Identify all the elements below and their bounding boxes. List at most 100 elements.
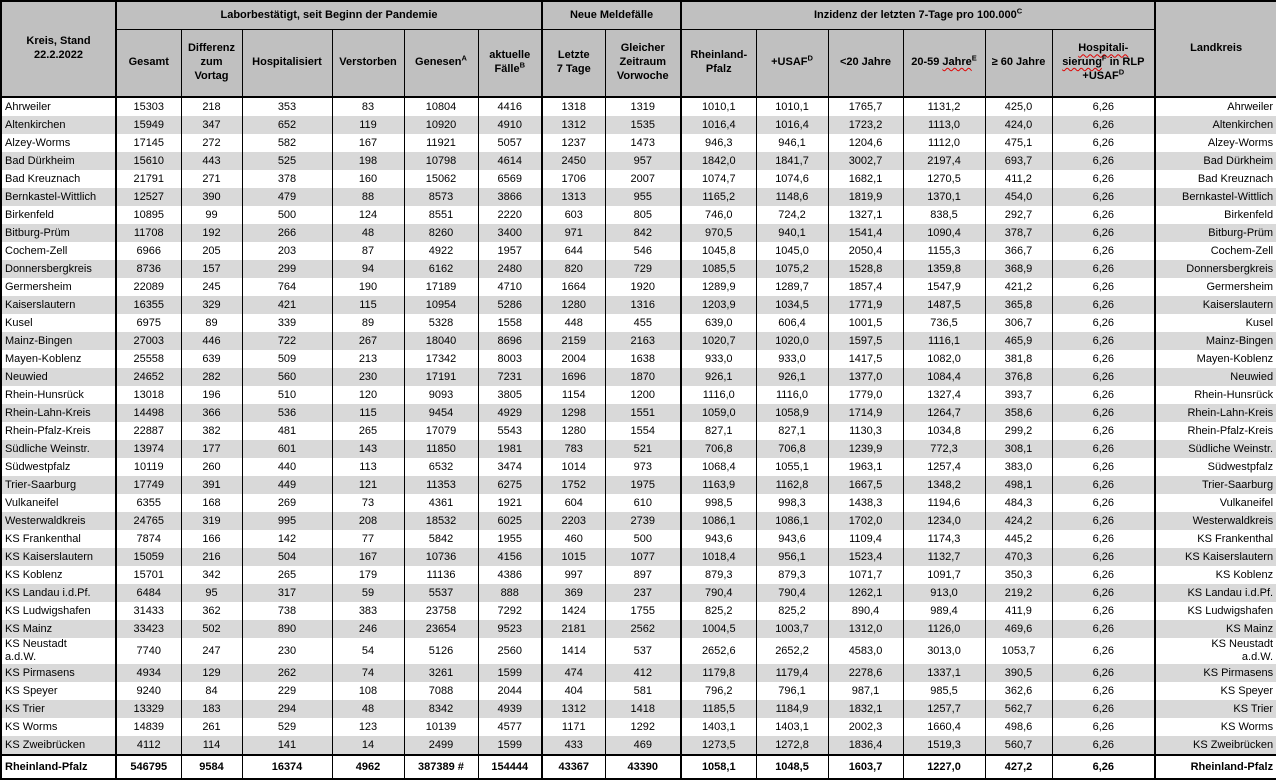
cell-aktuelle: 2560: [477, 638, 543, 664]
cell-genesen: 11353: [403, 476, 479, 494]
cell-letzte7: 1424: [541, 602, 606, 620]
col-header-genesen: GenesenA: [403, 29, 479, 98]
cell-hosp_inz: 6,26: [1051, 584, 1157, 602]
cell-letzte7: 448: [541, 314, 606, 332]
cell-vorwoche: 1473: [604, 134, 683, 152]
cell-vorwoche: 1554: [604, 422, 683, 440]
cell-gesamt: 9240: [115, 682, 182, 700]
cell-hospitalisiert: 16374: [241, 754, 333, 779]
cell-gesamt: 16355: [115, 296, 182, 314]
cell-inz_usaf: 1086,1: [755, 512, 829, 530]
col-header-verstorben: Verstorben: [331, 29, 405, 98]
col-header-inz_usaf: +USAFD: [755, 29, 829, 98]
cell-aktuelle: 6025: [477, 512, 543, 530]
col-header-kreis-stand: Kreis, Stand 22.2.2022: [0, 0, 117, 98]
cell-landkreis: Rheinland-Pfalz: [1154, 754, 1276, 779]
cell-hosp_inz: 6,26: [1051, 682, 1157, 700]
cell-hospitalisiert: 266: [241, 224, 333, 242]
cell-letzte7: 1280: [541, 422, 606, 440]
col-header-inz_rlp: Rheinland- Pfalz: [680, 29, 757, 98]
cell-diff: 260: [180, 458, 243, 476]
cell-letzte7: 1014: [541, 458, 606, 476]
cell-inz_2059: 1234,0: [902, 512, 986, 530]
cell-genesen: 10920: [403, 116, 479, 134]
cell-diff: 329: [180, 296, 243, 314]
cell-inz_usaf: 724,2: [755, 206, 829, 224]
cell-gesamt: 6966: [115, 242, 182, 260]
cell-verstorben: 208: [331, 512, 405, 530]
cell-verstorben: 74: [331, 664, 405, 682]
cell-inz_u20: 1262,1: [827, 584, 904, 602]
cell-inz_rlp: 933,0: [680, 350, 757, 368]
cell-inz_u20: 1667,5: [827, 476, 904, 494]
table-row: KS Landau i.d.Pf. 6484 95 317 59 5537 888 369 23…: [0, 584, 1276, 602]
cell-inz_2059: 838,5: [902, 206, 986, 224]
cell-vorwoche: 1200: [604, 386, 683, 404]
cell-gesamt: 7740: [115, 638, 182, 664]
cell-inz_u20: 1771,9: [827, 296, 904, 314]
cell-hosp_inz: 6,26: [1051, 566, 1157, 584]
table-row: KS Neustadt a.d.W. 7740 247 230 54 5126 2560 14…: [0, 638, 1276, 664]
cell-gesamt: 546795: [115, 754, 182, 779]
cell-inz_2059: 1116,1: [902, 332, 986, 350]
cell-inz_rlp: 825,2: [680, 602, 757, 620]
cell-inz_60: 306,7: [984, 314, 1053, 332]
cell-landkreis: Bitburg-Prüm: [1154, 224, 1276, 242]
cell-inz_60: 381,8: [984, 350, 1053, 368]
cell-landkreis: KS Koblenz: [1154, 566, 1276, 584]
cell-inz_2059: 1112,0: [902, 134, 986, 152]
cell-letzte7: 2203: [541, 512, 606, 530]
table-row: Mayen-Koblenz 25558 639 509 213 17342 8003 2004…: [0, 350, 1276, 368]
cell-landkreis: KS Worms: [1154, 718, 1276, 736]
cell-landkreis: Trier-Saarburg: [1154, 476, 1276, 494]
cell-genesen: 11850: [403, 440, 479, 458]
cell-landkreis: Cochem-Zell: [1154, 242, 1276, 260]
cell-inz_2059: 1082,0: [902, 350, 986, 368]
cell-kreis: Bad Kreuznach: [0, 170, 117, 188]
cell-inz_rlp: 790,4: [680, 584, 757, 602]
cell-gesamt: 10895: [115, 206, 182, 224]
cell-letzte7: 1752: [541, 476, 606, 494]
cell-landkreis: KS Neustadt a.d.W.: [1154, 638, 1276, 664]
cell-kreis: Südwestpfalz: [0, 458, 117, 476]
cell-vorwoche: 521: [604, 440, 683, 458]
cell-inz_60: 368,9: [984, 260, 1053, 278]
cell-inz_rlp: 796,2: [680, 682, 757, 700]
cell-letzte7: 1312: [541, 700, 606, 718]
cell-aktuelle: 9523: [477, 620, 543, 638]
cell-diff: 342: [180, 566, 243, 584]
cell-inz_60: 358,6: [984, 404, 1053, 422]
cell-inz_rlp: 970,5: [680, 224, 757, 242]
cell-aktuelle: 4386: [477, 566, 543, 584]
cell-inz_rlp: 1185,5: [680, 700, 757, 718]
cell-inz_usaf: 1045,0: [755, 242, 829, 260]
cell-vorwoche: 1870: [604, 368, 683, 386]
table-row: KS Koblenz 15701 342 265 179 11136 4386 997 897 8…: [0, 566, 1276, 584]
table-row: Kaiserslautern 16355 329 421 115 10954 5286 128…: [0, 296, 1276, 314]
cell-gesamt: 33423: [115, 620, 182, 638]
cell-verstorben: 143: [331, 440, 405, 458]
cell-vorwoche: 1292: [604, 718, 683, 736]
cell-hospitalisiert: 449: [241, 476, 333, 494]
cell-diff: 261: [180, 718, 243, 736]
cell-hospitalisiert: 339: [241, 314, 333, 332]
cell-diff: 390: [180, 188, 243, 206]
cell-inz_60: 390,5: [984, 664, 1053, 682]
table-row: KS Zweibrücken 4112 114 141 14 2499 1599 433 469…: [0, 736, 1276, 755]
cell-diff: 502: [180, 620, 243, 638]
cell-vorwoche: 469: [604, 736, 683, 755]
cell-kreis: Cochem-Zell: [0, 242, 117, 260]
cell-verstorben: 265: [331, 422, 405, 440]
cell-kreis: Kaiserslautern: [0, 296, 117, 314]
cell-kreis: Ahrweiler: [0, 97, 117, 116]
cell-kreis: KS Trier: [0, 700, 117, 718]
cell-inz_60: 498,6: [984, 718, 1053, 736]
cell-aktuelle: 4939: [477, 700, 543, 718]
col-header-diff: Differenz zum Vortag: [180, 29, 243, 98]
cell-inz_60: 362,6: [984, 682, 1053, 700]
cell-landkreis: Ahrweiler: [1154, 97, 1276, 116]
cell-inz_u20: 890,4: [827, 602, 904, 620]
cell-inz_2059: 1034,8: [902, 422, 986, 440]
cell-hospitalisiert: 529: [241, 718, 333, 736]
cell-vorwoche: 2163: [604, 332, 683, 350]
